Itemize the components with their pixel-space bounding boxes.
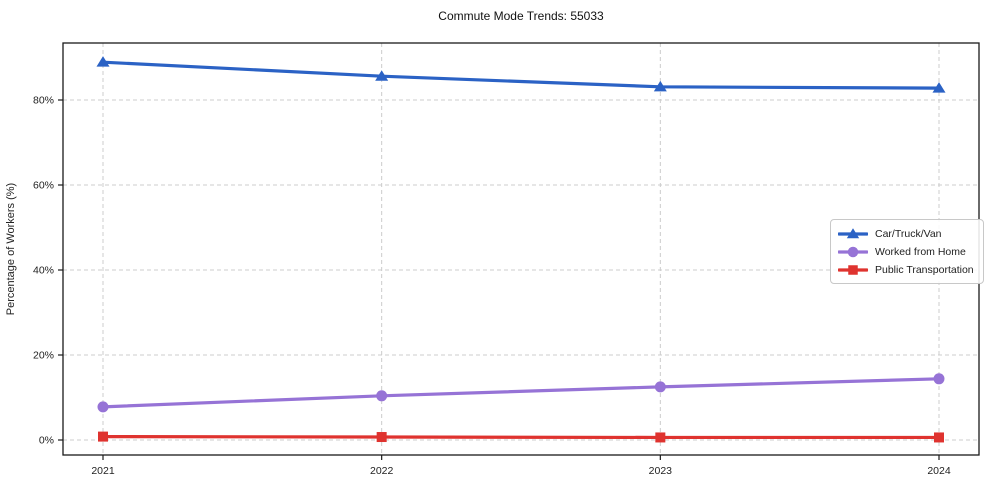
legend-item-public-transportation: Public Transportation [838, 261, 974, 278]
y-tick-label: 0% [39, 435, 54, 447]
marker-triangle-icon [846, 227, 860, 238]
marker-circle-icon [654, 381, 666, 393]
marker-circle-icon [97, 401, 109, 413]
marker-triangle-icon [375, 70, 389, 81]
x-tick-label: 2024 [927, 465, 951, 477]
y-axis-label: Percentage of Workers (%) [5, 183, 17, 315]
legend-line-triangle-icon [838, 227, 868, 238]
series-line-car-truck-van [101, 60, 941, 90]
x-tick-label: 2021 [91, 465, 115, 477]
marker-circle-icon [933, 373, 945, 385]
y-tick-label: 20% [33, 350, 54, 362]
legend-label: Worked from Home [875, 245, 966, 258]
legend-item-worked-from-home: Worked from Home [838, 243, 974, 260]
y-tick-label: 40% [33, 265, 54, 277]
marker-triangle-icon [653, 80, 667, 92]
x-tick-label: 2023 [649, 465, 673, 477]
legend: Car/Truck/Van Worked from Home Public Tr… [830, 219, 984, 284]
series-line-worked-from-home [101, 377, 941, 409]
series-line-public-transportation [101, 435, 941, 440]
marker-square-icon [655, 432, 666, 443]
chart-title: Commute Mode Trends: 55033 [438, 9, 604, 23]
marker-circle-icon [376, 390, 388, 402]
x-tick-label: 2022 [370, 465, 394, 477]
legend-line-square-icon [838, 264, 868, 275]
marker-square-icon [934, 432, 944, 443]
marker-square-icon [848, 264, 858, 275]
marker-circle-icon [847, 246, 859, 257]
legend-label: Public Transportation [875, 263, 974, 276]
legend-line-circle-icon [838, 246, 868, 257]
y-tick-label: 60% [33, 180, 54, 192]
marker-square-icon [98, 431, 108, 442]
marker-square-icon [376, 432, 387, 443]
marker-triangle-icon [932, 82, 946, 93]
y-tick-label: 80% [33, 95, 54, 107]
legend-item-car-truck-van: Car/Truck/Van [838, 225, 974, 242]
marker-triangle-icon [96, 56, 110, 67]
legend-label: Car/Truck/Van [875, 227, 942, 240]
